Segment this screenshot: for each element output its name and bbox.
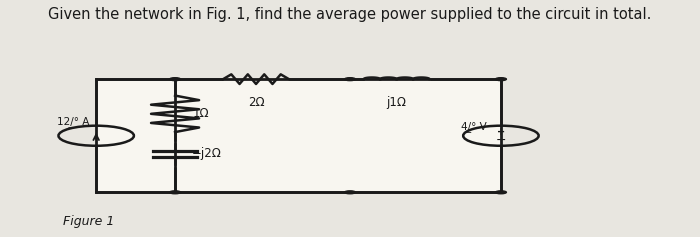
Text: Figure 1: Figure 1 xyxy=(63,214,114,228)
Text: −: − xyxy=(496,133,506,146)
Bar xyxy=(96,79,501,192)
Circle shape xyxy=(496,78,506,81)
Text: 2Ω: 2Ω xyxy=(248,96,265,109)
Text: Given the network in Fig. 1, find the average power supplied to the circuit in t: Given the network in Fig. 1, find the av… xyxy=(48,7,652,22)
Circle shape xyxy=(496,191,506,194)
Text: j1Ω: j1Ω xyxy=(386,96,407,109)
Circle shape xyxy=(344,191,356,194)
Circle shape xyxy=(169,78,181,81)
Text: −j2Ω: −j2Ω xyxy=(193,147,222,160)
Text: 1Ω: 1Ω xyxy=(193,107,209,120)
Circle shape xyxy=(169,191,181,194)
Text: 12/̲̲° A: 12/̲̲° A xyxy=(57,116,90,127)
Text: 4/̲̲° V: 4/̲̲° V xyxy=(461,121,487,132)
Text: +: + xyxy=(497,127,505,137)
Circle shape xyxy=(344,78,356,81)
